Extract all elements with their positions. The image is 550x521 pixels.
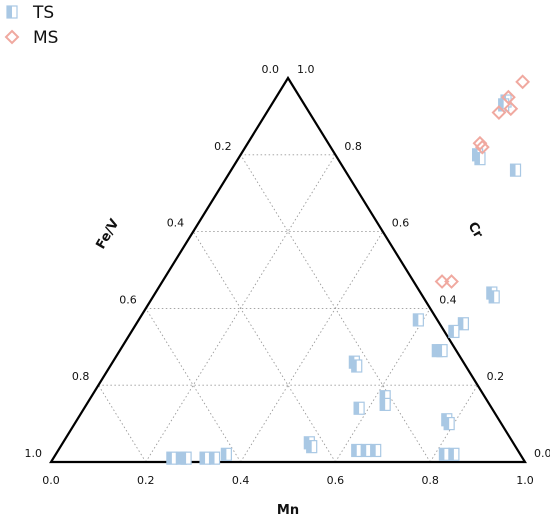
data-point-ts-fill [351, 444, 357, 457]
tick-label-fe-v: 0.4 [167, 217, 185, 230]
tick-label-fe-v: 0.2 [214, 140, 232, 153]
tick-label-mn: 0.0 [42, 474, 60, 487]
data-point-ts-fill [181, 452, 187, 465]
tick-label-cr: 0.8 [344, 140, 362, 153]
axis-label-fe-v: Fe/V [93, 217, 122, 252]
data-point-ts-fill [351, 360, 357, 372]
tick-label-cr: 0.0 [534, 447, 550, 460]
data-point-ms [503, 101, 519, 117]
tick-label-mn: 0.6 [327, 474, 345, 487]
data-point-ts-fill [221, 448, 227, 461]
data-points [166, 74, 531, 465]
tick-label-mn: 1.0 [516, 474, 534, 487]
legend-square-icon [6, 5, 18, 19]
tick-label-mn: 0.4 [232, 474, 250, 487]
tick-label-mn: 0.2 [137, 474, 155, 487]
legend-diamond-icon [4, 29, 20, 45]
data-point-ts-fill [306, 440, 312, 453]
grid-line [192, 231, 336, 463]
data-point-ts-fill [437, 344, 443, 357]
data-point-ms [491, 105, 507, 120]
legend-label-ts: TS [32, 3, 54, 23]
legend-marker-ts-fill [7, 6, 12, 18]
grid-line [240, 231, 384, 463]
data-point-ts-fill [489, 290, 495, 303]
data-point-ts-fill [361, 444, 367, 457]
legend-item-ms: MS [4, 28, 58, 48]
axis-labels: Mn Fe/V Cr [93, 217, 485, 518]
tick-label-fe-v: 0.0 [262, 63, 280, 76]
tick-label-cr: 0.4 [439, 293, 457, 306]
legend-label-ms: MS [33, 28, 58, 48]
triangle-frame [49, 75, 527, 464]
data-point-ts-fill [439, 448, 445, 461]
data-point-ts-fill [510, 164, 516, 177]
axis-label-mn: Mn [277, 503, 299, 518]
grid-line [240, 154, 431, 463]
data-point-ms [434, 274, 450, 289]
tick-label-mn: 0.8 [421, 474, 439, 487]
tick-label-fe-v: 1.0 [25, 447, 43, 460]
data-point-ts-fill [354, 402, 360, 415]
grid-lines [98, 154, 478, 463]
grid-line [98, 384, 147, 463]
data-point-ts-fill [444, 417, 450, 430]
data-point-ts-fill [448, 325, 454, 338]
data-point-ts-fill [380, 390, 386, 403]
data-point-ms [444, 274, 459, 289]
data-point-ms [515, 74, 531, 90]
data-point-ms [472, 135, 488, 151]
tick-label-fe-v: 0.6 [119, 293, 137, 306]
data-point-ts-fill [176, 452, 182, 465]
legend-marker-ms [4, 29, 20, 45]
data-point-ts-fill [209, 452, 215, 465]
legend: TS MS [4, 3, 58, 48]
series-ms [434, 74, 531, 289]
data-point-ms [500, 89, 516, 105]
data-point-ts-fill [458, 317, 464, 330]
data-point-ts-fill [432, 344, 438, 357]
triangle-outline [49, 75, 527, 464]
data-point-ts-fill [448, 448, 454, 461]
data-point-ts-fill [474, 152, 480, 165]
tick-label-fe-v: 0.8 [72, 370, 90, 383]
data-point-ts-fill [380, 398, 386, 411]
data-point-ts-fill [370, 444, 376, 457]
data-point-ts-fill [498, 98, 504, 111]
data-point-ts-fill [200, 452, 206, 465]
tick-label-cr: 0.2 [487, 370, 505, 383]
data-point-ts-fill [166, 452, 172, 465]
data-point-ms [474, 139, 490, 155]
axis-label-cr: Cr [465, 220, 486, 242]
legend-item-ts: TS [6, 3, 54, 23]
series-ts [166, 94, 522, 465]
tick-label-cr: 1.0 [297, 63, 315, 76]
tick-labels: 0.0 0.2 0.4 0.6 0.8 1.0 0.0 0.2 0.4 0.6 0.8 1.0 0.0 0… [25, 63, 550, 487]
tick-label-cr: 0.6 [392, 217, 410, 230]
data-point-ts-fill [413, 313, 419, 326]
